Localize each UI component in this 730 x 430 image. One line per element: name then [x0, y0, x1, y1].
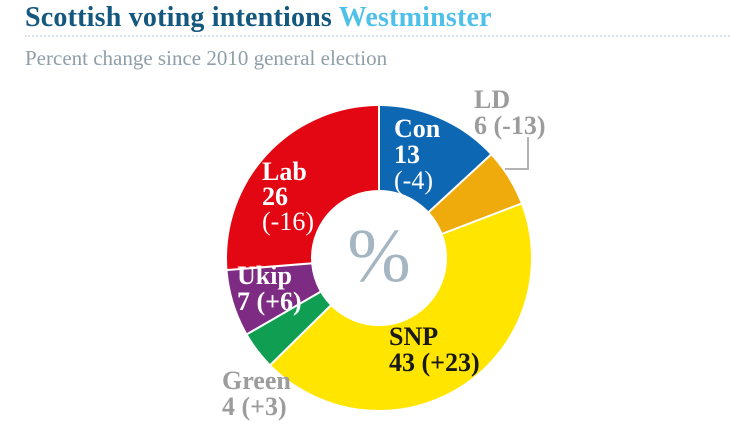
segment-label-ld: LD 6 (-13) [474, 87, 545, 139]
party-value: 7 [237, 287, 250, 316]
party-value: 13 [394, 140, 420, 169]
party-value: 26 [262, 182, 288, 211]
party-change: (+3) [241, 392, 287, 421]
party-name: Con [394, 114, 441, 143]
title-main: Scottish voting intentions [25, 2, 333, 33]
segment-label-lab: Lab 26 (-16) [262, 157, 314, 236]
party-name: Lab [262, 157, 307, 186]
title-highlight: Westminster [338, 2, 492, 33]
page-title: Scottish voting intentions Westminster [25, 2, 492, 34]
party-value: 4 [222, 392, 235, 421]
segment-label-ukip: Ukip 7 (+6) [237, 263, 302, 315]
page-subtitle: Percent change since 2010 general electi… [25, 46, 388, 70]
segment-label-green: Green 4 (+3) [222, 368, 291, 420]
party-name: Green [222, 366, 291, 395]
party-value: 43 [389, 348, 415, 377]
party-value-change: 6 (-13) [474, 113, 545, 139]
donut-center-hole: % [311, 190, 447, 326]
segment-label-con: Con 13 (-4) [394, 116, 440, 194]
segment-label-snp: SNP 43 (+23) [389, 324, 480, 376]
party-value: 6 [474, 111, 487, 140]
party-value-change: 7 (+6) [237, 289, 302, 315]
party-name: LD [474, 85, 511, 114]
ld-callout-line [505, 137, 529, 170]
party-change: (-4) [394, 166, 433, 195]
party-value-change: 4 (+3) [222, 394, 291, 420]
party-name: SNP [389, 322, 439, 351]
party-change: (-16) [262, 207, 314, 236]
party-change: (+6) [256, 287, 302, 316]
percent-symbol: % [347, 214, 411, 298]
party-change: (+23) [421, 348, 480, 377]
party-value-change: 43 (+23) [389, 350, 480, 376]
header-divider [25, 35, 730, 37]
party-change: (-13) [493, 111, 546, 140]
segment-divider [378, 106, 380, 258]
party-name: Ukip [237, 261, 292, 290]
